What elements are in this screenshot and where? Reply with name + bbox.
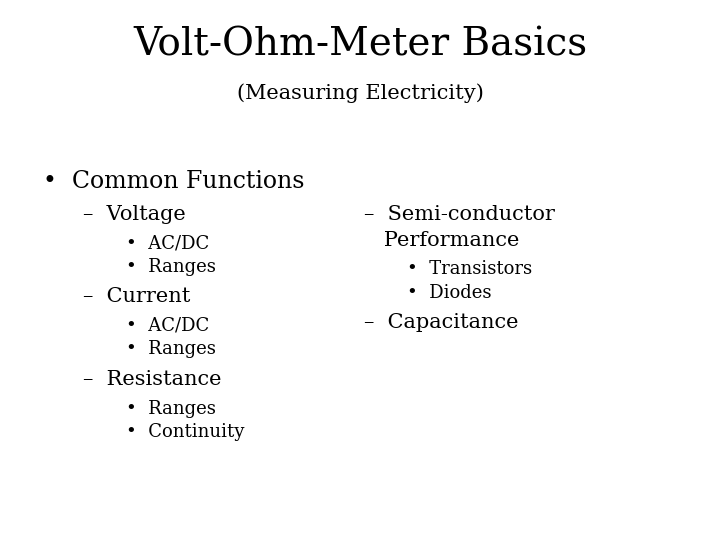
Text: Volt-Ohm-Meter Basics: Volt-Ohm-Meter Basics (133, 27, 587, 64)
Text: –  Capacitance: – Capacitance (364, 313, 518, 332)
Text: •  Continuity: • Continuity (126, 423, 244, 441)
Text: –  Semi-conductor: – Semi-conductor (364, 205, 554, 224)
Text: –  Current: – Current (83, 287, 190, 306)
Text: •  Ranges: • Ranges (126, 340, 216, 358)
Text: –  Resistance: – Resistance (83, 370, 221, 389)
Text: •  AC/DC: • AC/DC (126, 235, 210, 253)
Text: •  Transistors: • Transistors (407, 260, 532, 278)
Text: •  AC/DC: • AC/DC (126, 317, 210, 335)
Text: •  Diodes: • Diodes (407, 284, 491, 301)
Text: •  Ranges: • Ranges (126, 258, 216, 276)
Text: •  Common Functions: • Common Functions (43, 170, 305, 193)
Text: –  Voltage: – Voltage (83, 205, 186, 224)
Text: Performance: Performance (364, 231, 519, 250)
Text: (Measuring Electricity): (Measuring Electricity) (237, 84, 483, 103)
Text: •  Ranges: • Ranges (126, 400, 216, 417)
